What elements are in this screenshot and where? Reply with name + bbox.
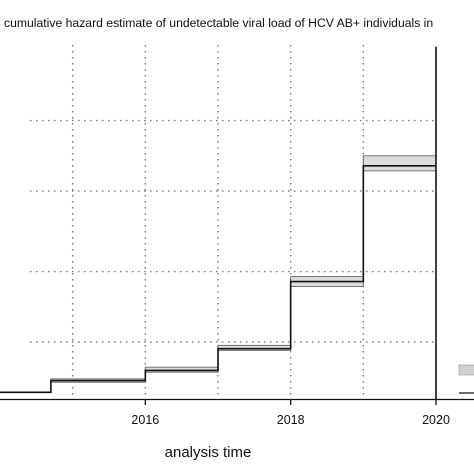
legend-ci-swatch — [458, 364, 474, 376]
hazard-step-line — [0, 46, 437, 399]
x-tick-label: 2016 — [131, 413, 159, 427]
confidence-band-segment — [144, 366, 219, 373]
gridlines — [30, 45, 436, 395]
confidence-band-segment — [217, 344, 292, 351]
hazard-estimate-line — [0, 46, 437, 399]
x-axis-label: analysis time — [165, 444, 252, 461]
chart-title: cumulative hazard estimate of undetectab… — [4, 16, 433, 30]
x-axis-ticks: 2016 2018 2020 — [131, 399, 450, 427]
x-tick-label: 2020 — [422, 413, 450, 427]
x-tick-label: 2018 — [277, 413, 305, 427]
confidence-band-segment — [362, 155, 437, 172]
legend — [458, 364, 474, 394]
